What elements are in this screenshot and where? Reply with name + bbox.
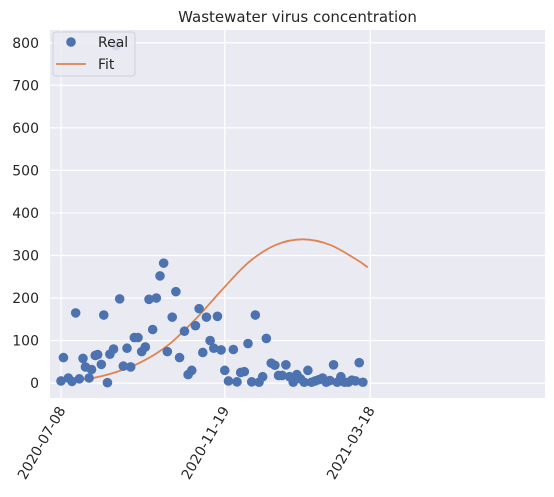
y-tick-label: 600: [12, 121, 39, 137]
data-point: [299, 377, 310, 388]
data-point: [243, 338, 253, 349]
data-point: [232, 377, 242, 387]
data-point: [118, 361, 129, 371]
data-point: [250, 310, 261, 320]
data-point: [194, 303, 204, 314]
data-point: [270, 360, 280, 371]
data-point: [151, 293, 162, 303]
data-point: [328, 360, 339, 370]
legend-fit-label: Fit: [98, 57, 115, 73]
y-tick-label: 0: [30, 376, 39, 392]
data-point: [122, 343, 132, 354]
fit-line: [60, 238, 369, 382]
data-point: [58, 352, 69, 363]
data-point: [108, 344, 119, 354]
y-tick-label: 400: [12, 206, 39, 222]
data-point: [354, 357, 365, 368]
data-point: [125, 362, 136, 372]
data-point: [155, 271, 165, 281]
y-tick-label: 500: [12, 163, 39, 179]
data-point: [102, 377, 113, 388]
chart-title: Wastewater virus concentration: [178, 8, 417, 26]
data-point: [212, 311, 223, 322]
legend: Real Fit: [52, 31, 136, 77]
data-point: [186, 365, 197, 376]
x-tick-label: 2021-03-18: [324, 404, 379, 482]
y-tick-label: 700: [12, 78, 39, 94]
data-point: [167, 312, 178, 322]
data-point: [257, 371, 268, 382]
data-point: [92, 349, 103, 360]
data-point: [96, 359, 107, 370]
y-tick-label: 300: [12, 248, 39, 264]
data-point: [114, 294, 125, 304]
data-point: [158, 258, 169, 268]
x-tick-label: 2020-11-19: [179, 404, 234, 482]
data-point: [197, 347, 208, 358]
data-point: [216, 345, 226, 355]
x-tick-label: 2020-07-08: [15, 404, 70, 482]
data-point: [144, 294, 154, 305]
data-point: [179, 326, 190, 337]
data-point: [98, 310, 109, 320]
legend-real-label: Real: [98, 35, 128, 51]
data-point: [86, 364, 97, 375]
data-point: [208, 343, 219, 354]
data-point: [205, 335, 215, 346]
data-point: [281, 360, 291, 370]
legend-real-marker: [66, 37, 76, 47]
data-point: [74, 374, 85, 384]
data-point: [171, 286, 181, 297]
y-axis: 0 100 200 300 400 500 600 700 800: [12, 36, 39, 392]
real-series: [56, 40, 368, 388]
data-point: [56, 376, 66, 386]
data-point: [67, 376, 77, 387]
data-point: [246, 377, 257, 387]
fit-series: [60, 238, 369, 382]
data-point: [239, 366, 250, 377]
data-point: [70, 308, 81, 318]
data-point: [288, 377, 299, 388]
data-point: [133, 332, 143, 343]
data-point: [162, 346, 173, 357]
x-axis: 2020-07-08 2020-11-19 2021-03-18: [15, 404, 379, 482]
data-point: [228, 344, 239, 355]
data-point: [303, 365, 313, 376]
data-point: [325, 375, 335, 386]
data-point: [358, 377, 368, 388]
data-point: [190, 320, 201, 331]
data-point: [78, 353, 88, 364]
data-point: [219, 365, 230, 376]
data-point: [277, 370, 288, 381]
data-point: [261, 333, 272, 344]
y-tick-label: 200: [12, 291, 39, 307]
y-tick-label: 800: [12, 36, 39, 52]
data-point: [84, 373, 94, 383]
data-point: [223, 376, 234, 386]
data-point: [147, 324, 158, 335]
data-point: [201, 312, 212, 322]
y-tick-label: 100: [12, 334, 39, 350]
data-point: [140, 342, 151, 352]
data-point: [350, 376, 361, 386]
data-point: [174, 352, 185, 363]
